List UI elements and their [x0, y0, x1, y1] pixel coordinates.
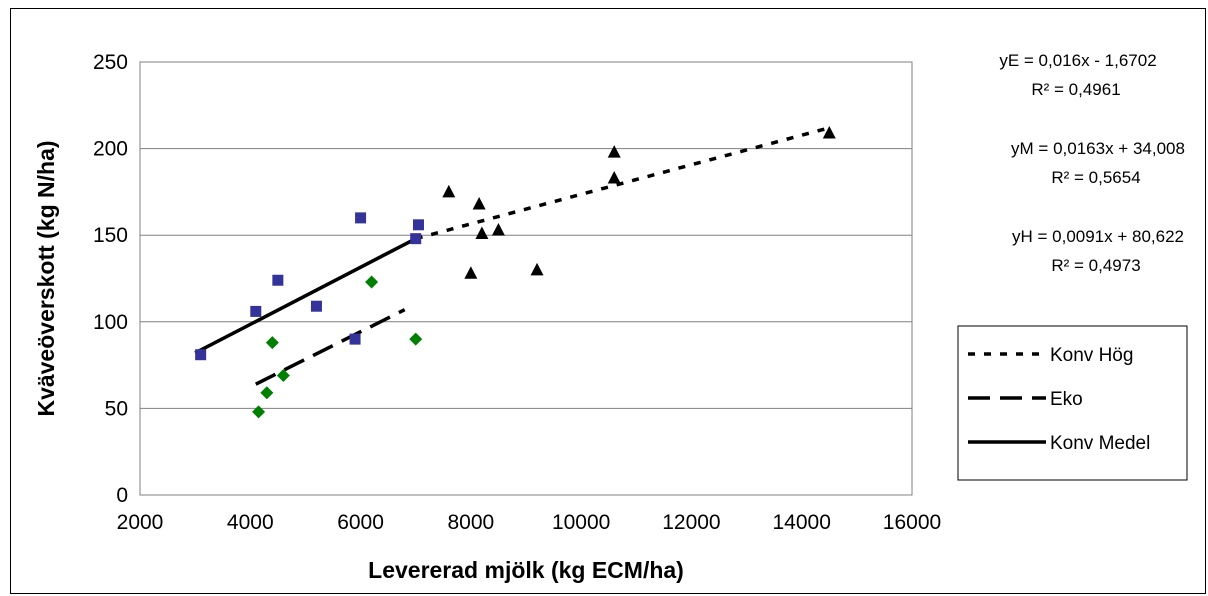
- legend: Konv Hög Eko Konv Medel: [957, 325, 1188, 481]
- trendline-equations: yE = 0,016x - 1,6702 R² = 0,4961 yM = 0,01…: [999, 51, 1185, 275]
- legend-label: Eko: [1050, 389, 1083, 410]
- trend-lines: [194, 126, 830, 386]
- data-point-triangle: [607, 145, 621, 158]
- data-point-square: [355, 212, 367, 224]
- legend-label: Konv Hög: [1050, 345, 1133, 366]
- data-point-triangle: [491, 223, 505, 236]
- data-point-diamond: [265, 336, 279, 350]
- y-axis-title: Kväveöverskott (kg N/ha): [33, 140, 59, 416]
- data-point-diamond: [365, 275, 379, 289]
- trendline: [194, 237, 417, 355]
- r-squared-label: R² = 0,5654: [1051, 168, 1140, 187]
- data-point-triangle: [607, 171, 621, 184]
- x-tick-label: 12000: [662, 511, 720, 534]
- data-point-diamond: [276, 368, 290, 382]
- x-tick-label: 14000: [773, 511, 831, 534]
- trendline: [415, 126, 830, 241]
- x-tick-label: 2000: [117, 511, 164, 534]
- data-point-diamond: [252, 405, 266, 419]
- x-axis-title: Levererad mjölk (kg ECM/ha): [368, 557, 684, 583]
- data-point-triangle: [475, 226, 489, 239]
- legend-box: [957, 325, 1188, 481]
- chart-frame: [10, 8, 1206, 594]
- data-point-triangle: [442, 184, 456, 198]
- x-tick-labels: 2000 4000 6000 8000 10000 12000 14000 16000: [117, 511, 942, 534]
- data-point-square: [195, 349, 207, 361]
- data-point-triangle: [472, 197, 486, 210]
- trendline: [255, 308, 406, 386]
- data-point-square: [349, 333, 361, 345]
- r-squared-label: R² = 0,4973: [1051, 256, 1140, 275]
- data-point-triangle: [530, 262, 544, 276]
- data-point-square: [410, 233, 422, 245]
- y-tick-label: 0: [116, 484, 128, 507]
- trendline-equation: yH = 0,0091x + 80,622: [1012, 227, 1184, 246]
- x-tick-label: 8000: [447, 511, 494, 534]
- data-point-square: [310, 300, 322, 312]
- y-tick-label: 250: [93, 51, 128, 74]
- r-squared-label: R² = 0,4961: [1031, 80, 1120, 99]
- data-point-square: [272, 274, 284, 286]
- trendline-equation: yM = 0,0163x + 34,008: [1011, 139, 1185, 158]
- x-tick-label: 10000: [552, 511, 610, 534]
- x-tick-label: 16000: [883, 511, 941, 534]
- data-point-triangle: [822, 126, 836, 139]
- y-tick-label: 100: [93, 311, 128, 334]
- grid-lines: [140, 148, 912, 409]
- x-tick-label: 4000: [227, 511, 274, 534]
- legend-label: Konv Medel: [1050, 433, 1150, 454]
- y-tick-label: 150: [93, 224, 128, 247]
- trendline-equation: yE = 0,016x - 1,6702: [999, 51, 1156, 70]
- data-point-square: [250, 305, 262, 317]
- data-point-diamond: [409, 332, 423, 346]
- y-tick-label: 200: [93, 138, 128, 161]
- data-point-diamond: [260, 386, 274, 400]
- y-tick-label: 50: [105, 397, 128, 420]
- plot-area: [139, 61, 913, 496]
- data-point-triangle: [464, 266, 478, 279]
- y-tick-labels: 0 50 100 150 200 250: [93, 51, 128, 507]
- x-tick-label: 6000: [337, 511, 384, 534]
- data-points: [195, 126, 836, 419]
- data-point-square: [412, 219, 424, 231]
